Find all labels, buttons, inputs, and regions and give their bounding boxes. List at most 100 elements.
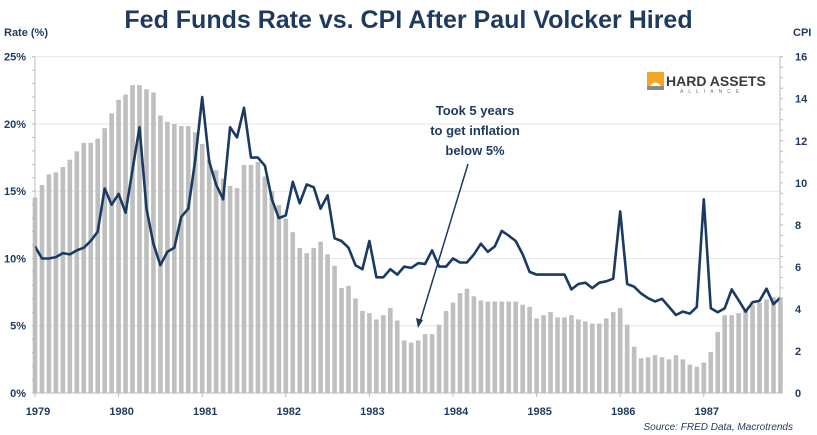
cpi-bar bbox=[102, 128, 107, 393]
cpi-bar bbox=[408, 342, 414, 393]
cpi-bar bbox=[520, 304, 525, 393]
cpi-bar bbox=[506, 301, 512, 393]
cpi-bar bbox=[241, 164, 247, 393]
right-tick-label: 8 bbox=[795, 220, 801, 232]
x-tick-label: 1981 bbox=[193, 406, 217, 418]
x-tick-label: 1982 bbox=[277, 406, 301, 418]
x-tick-label: 1980 bbox=[109, 406, 133, 418]
cpi-bar bbox=[617, 307, 623, 393]
cpi-bar bbox=[339, 287, 344, 393]
cpi-bar bbox=[60, 167, 66, 393]
left-tick-label: 25% bbox=[4, 52, 26, 64]
cpi-bar bbox=[527, 306, 532, 393]
cpi-bar bbox=[736, 313, 741, 393]
cpi-bar bbox=[771, 297, 776, 393]
x-tick-label: 1987 bbox=[695, 406, 719, 418]
cpi-bar bbox=[109, 113, 114, 393]
arrow-head-icon bbox=[416, 318, 423, 328]
cpi-bar bbox=[631, 346, 637, 393]
cpi-bar bbox=[199, 143, 205, 393]
x-tick-label: 1986 bbox=[611, 406, 635, 418]
cpi-bar bbox=[750, 304, 755, 393]
cpi-bar bbox=[130, 85, 135, 393]
cpi-bar bbox=[513, 301, 518, 393]
cpi-bar bbox=[311, 247, 316, 393]
x-tick-label: 1979 bbox=[26, 406, 50, 418]
cpi-bar bbox=[325, 254, 330, 393]
cpi-bar bbox=[172, 123, 177, 394]
cpi-bar bbox=[603, 318, 609, 393]
cpi-bar bbox=[332, 265, 337, 393]
x-tick-label: 1983 bbox=[360, 406, 384, 418]
cpi-bar bbox=[485, 301, 491, 393]
logo-text: HARD ASSETS bbox=[666, 73, 766, 89]
cpi-bar bbox=[464, 288, 470, 393]
cpi-bar bbox=[645, 357, 651, 393]
cpi-bar bbox=[255, 161, 261, 393]
right-axis-label: CPI bbox=[793, 27, 811, 39]
cpi-bar bbox=[652, 355, 658, 393]
cpi-bar bbox=[534, 318, 539, 393]
cpi-bar bbox=[283, 218, 289, 393]
cpi-bar bbox=[81, 142, 87, 393]
cpi-bar bbox=[220, 178, 226, 393]
cpi-bar bbox=[269, 191, 275, 393]
cpi-bar bbox=[583, 321, 588, 393]
cpi-bar bbox=[401, 340, 407, 393]
cpi-bar bbox=[95, 138, 100, 393]
cpi-bar bbox=[499, 301, 505, 393]
cpi-bar bbox=[39, 184, 45, 393]
cpi-bar bbox=[206, 159, 212, 393]
cpi-bar bbox=[262, 176, 268, 393]
right-tick-label: 16 bbox=[795, 52, 807, 64]
cpi-bar bbox=[422, 334, 428, 393]
cpi-bar bbox=[248, 164, 254, 393]
right-tick-label: 0 bbox=[795, 388, 801, 400]
x-tick-label: 1984 bbox=[444, 406, 469, 418]
cpi-bar bbox=[353, 298, 358, 393]
cpi-bar bbox=[46, 174, 52, 393]
cpi-bar bbox=[74, 151, 80, 393]
annotation-arrow bbox=[419, 163, 469, 323]
cpi-bar bbox=[666, 359, 672, 393]
cpi-bar bbox=[597, 323, 602, 393]
left-tick-label: 0% bbox=[10, 388, 26, 400]
cpi-bar bbox=[234, 188, 240, 393]
chart-title: Fed Funds Rate vs. CPI After Paul Volcke… bbox=[124, 6, 693, 34]
fed-funds-line bbox=[33, 95, 782, 317]
cpi-bar bbox=[367, 313, 372, 393]
cpi-bar bbox=[381, 315, 386, 393]
cpi-bar bbox=[185, 126, 191, 393]
left-tick-label: 15% bbox=[4, 186, 26, 198]
cpi-bar bbox=[394, 320, 400, 393]
cpi-bar bbox=[179, 126, 184, 393]
cpi-bar bbox=[610, 312, 616, 393]
cpi-bar bbox=[590, 323, 595, 393]
cpi-bar bbox=[67, 159, 73, 393]
logo-subtext: ALLIANCE bbox=[680, 89, 744, 95]
cpi-bar bbox=[722, 315, 727, 393]
cpi-bar bbox=[569, 315, 574, 393]
right-tick-label: 2 bbox=[795, 346, 801, 358]
right-tick-label: 14 bbox=[795, 94, 808, 106]
cpi-bar bbox=[227, 185, 233, 393]
cpi-bar bbox=[624, 324, 630, 393]
cpi-bar bbox=[694, 366, 700, 393]
cpi-bar bbox=[213, 170, 219, 393]
cpi-bar bbox=[360, 311, 365, 393]
annotation-line-2: to get inflation bbox=[430, 123, 520, 138]
left-tick-label: 10% bbox=[4, 253, 26, 265]
cpi-bar bbox=[137, 85, 142, 393]
right-tick-label: 4 bbox=[795, 304, 802, 316]
cpi-bar bbox=[388, 307, 393, 393]
right-tick-label: 12 bbox=[795, 136, 807, 148]
cpi-bar bbox=[673, 355, 679, 393]
annotation: Took 5 years to get inflation below 5% bbox=[416, 103, 520, 328]
axes: 0% 5% 10% 15% 20% 25% 0 2 4 6 8 10 12 14 16 1979 1980 198… bbox=[4, 52, 808, 418]
cpi-bar bbox=[415, 340, 421, 393]
cpi-bar bbox=[276, 204, 282, 393]
cpi-bar bbox=[429, 334, 435, 393]
source-note: Source: FRED Data, Macrotrends bbox=[644, 422, 794, 433]
cpi-bar bbox=[88, 142, 94, 393]
cpi-bar bbox=[144, 89, 149, 394]
